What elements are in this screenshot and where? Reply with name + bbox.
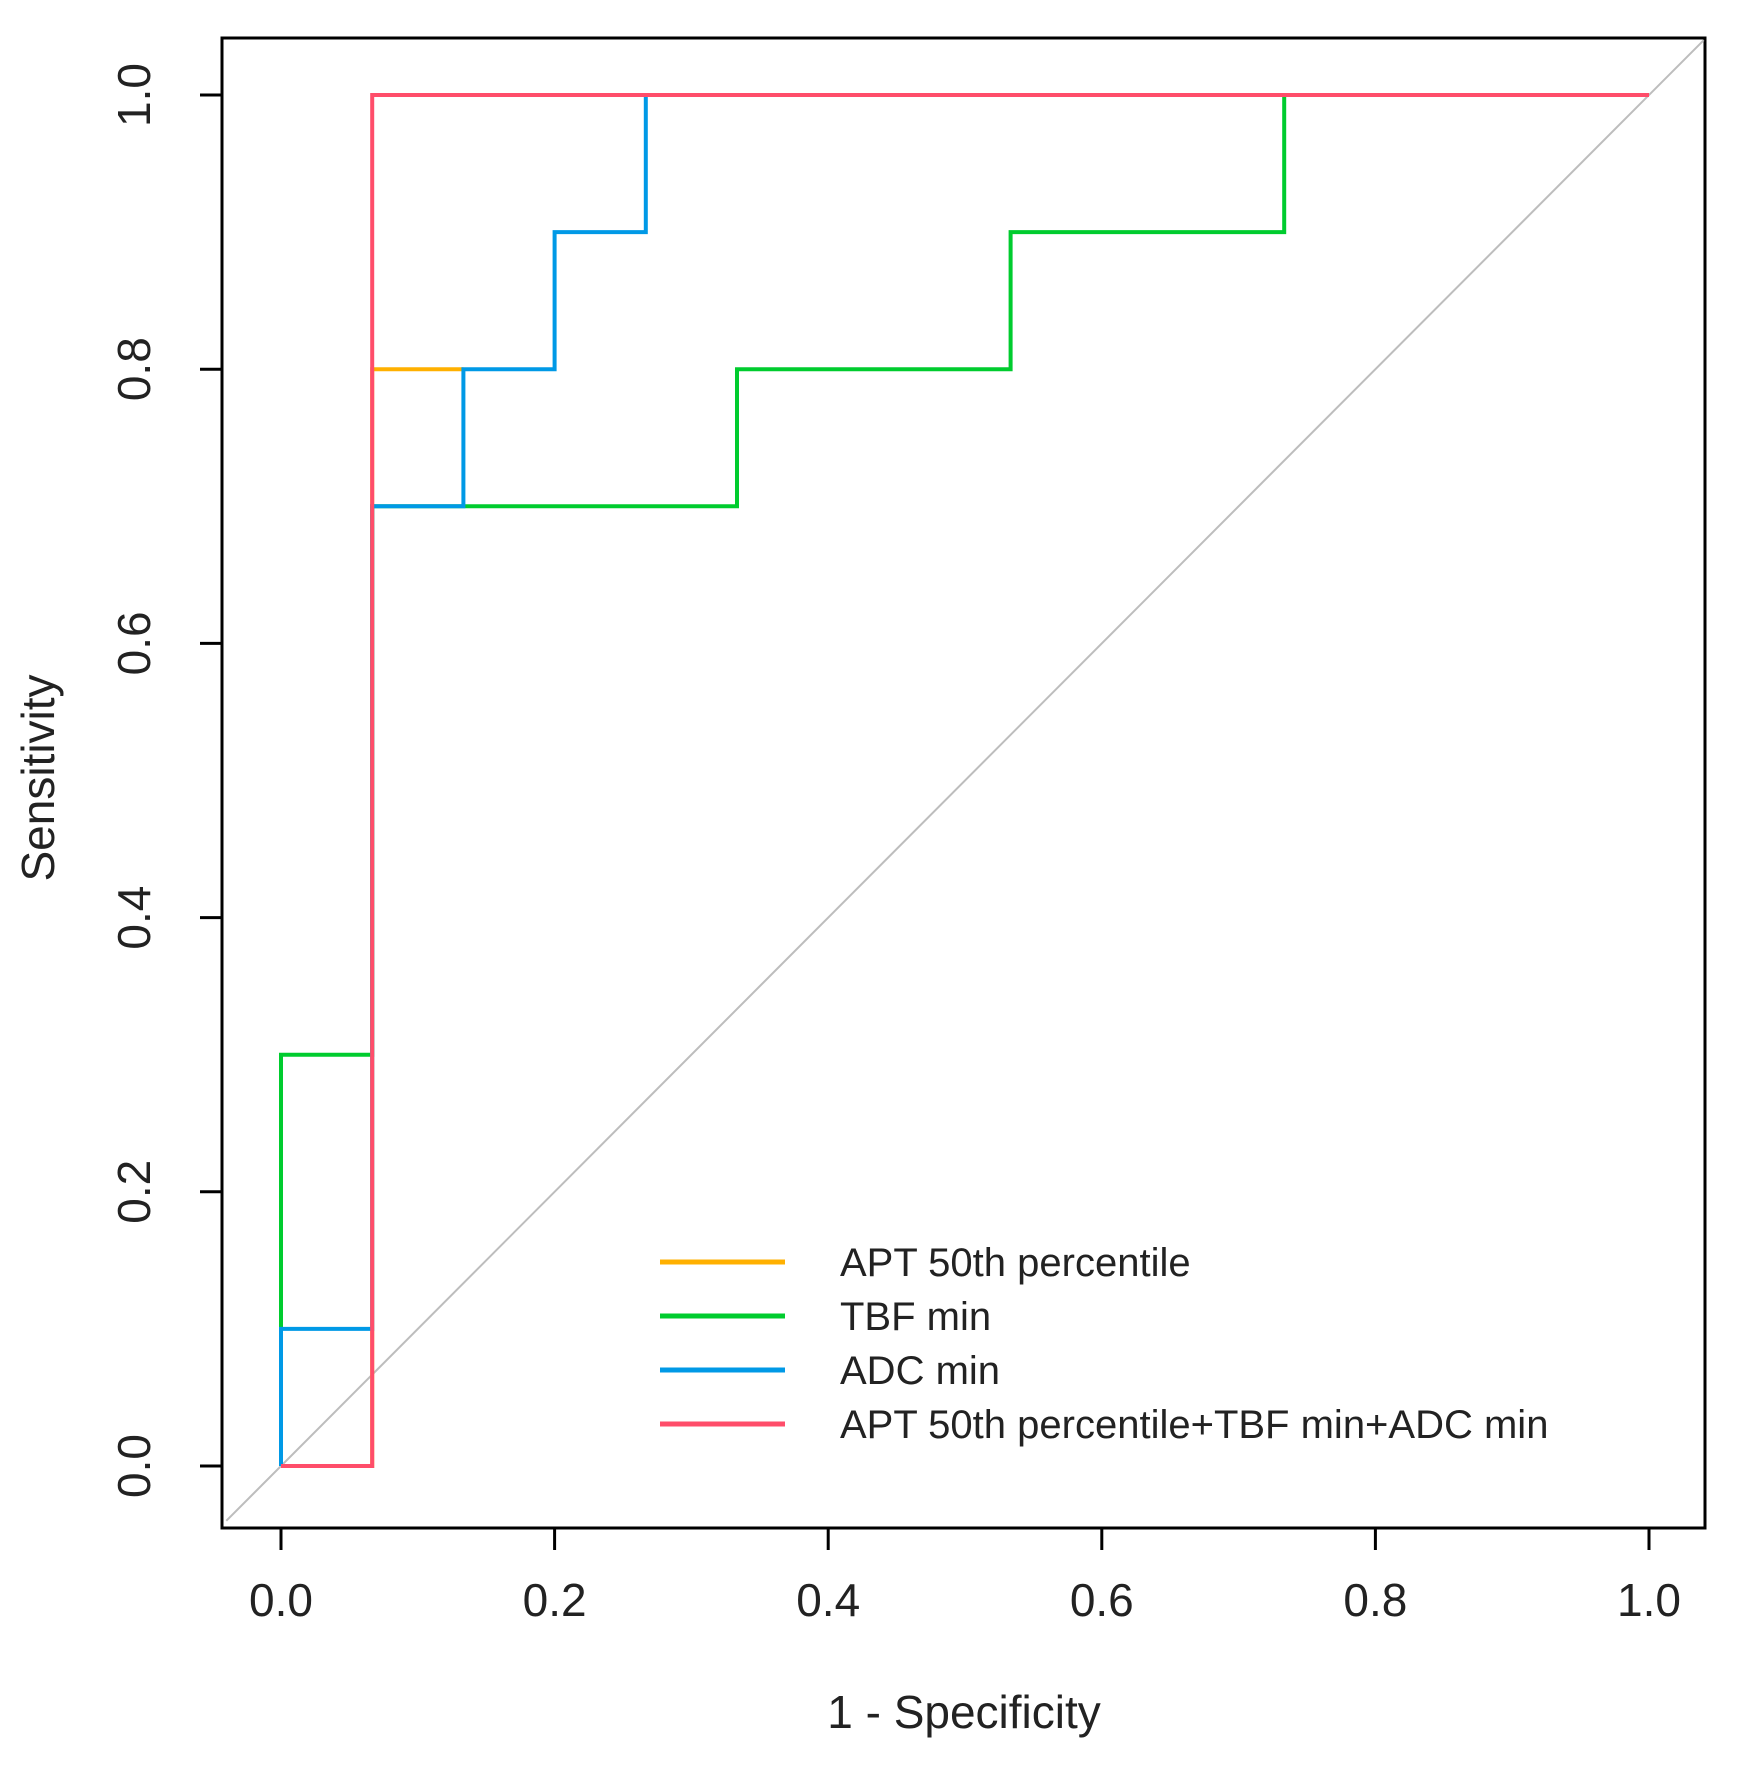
legend-label: APT 50th percentile xyxy=(840,1241,1191,1285)
y-tick-label: 0.6 xyxy=(108,611,160,675)
y-axis: 0.0 0.2 0.4 0.6 0.8 1.0 xyxy=(108,63,224,1498)
x-tick-label: 0.4 xyxy=(796,1574,860,1626)
x-tick-label: 0.0 xyxy=(249,1574,313,1626)
legend-label: ADC min xyxy=(840,1349,1000,1393)
y-tick-label: 0.8 xyxy=(108,337,160,401)
x-tick-label: 1.0 xyxy=(1617,1574,1681,1626)
x-tick-label: 0.2 xyxy=(523,1574,587,1626)
y-tick-label: 1.0 xyxy=(108,63,160,127)
series-line-2 xyxy=(279,93,1649,1466)
legend-label: APT 50th percentile+TBF min+ADC min xyxy=(840,1403,1548,1447)
y-tick-label: 0.4 xyxy=(108,886,160,950)
y-tick-label: 0.2 xyxy=(108,1160,160,1224)
y-tick-label: 0.0 xyxy=(108,1434,160,1498)
legend: APT 50th percentile TBF min ADC min APT 50t… xyxy=(660,1241,1548,1447)
series-line-4 xyxy=(281,93,1649,1468)
x-tick-label: 0.8 xyxy=(1343,1574,1407,1626)
x-axis: 0.0 0.2 0.4 0.6 0.8 1.0 xyxy=(249,1526,1681,1626)
x-tick-label: 0.6 xyxy=(1070,1574,1134,1626)
x-axis-title: 1 - Specificity xyxy=(827,1686,1101,1738)
reference-diagonal xyxy=(225,39,1705,1522)
legend-label: TBF min xyxy=(840,1295,991,1339)
series-line-3 xyxy=(279,93,1649,1466)
y-axis-title: Sensitivity xyxy=(12,674,64,881)
roc-curves xyxy=(279,93,1649,1468)
